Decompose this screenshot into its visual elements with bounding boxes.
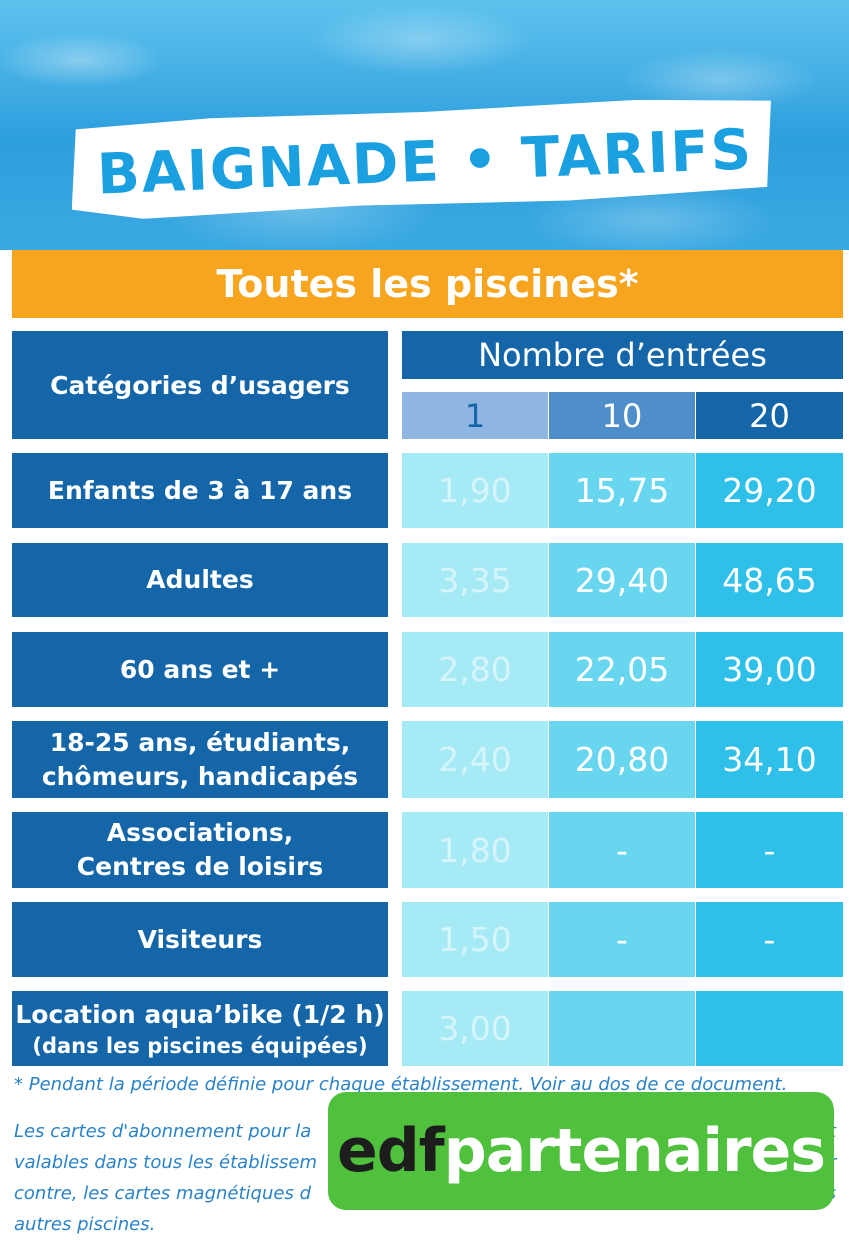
- price-cell: 2,40: [402, 721, 548, 798]
- row-label-line: 18-25 ans, étudiants,: [49, 727, 351, 757]
- subscription-paragraph: Les cartes d'abonnement pour la t valabl…: [14, 1116, 836, 1240]
- column-header-20: 20: [696, 392, 843, 439]
- price-cell: 2,80: [402, 632, 548, 707]
- row-label-line: Adultes: [146, 565, 254, 594]
- column-header-1: 1: [402, 392, 548, 439]
- price-cell: 20,80: [549, 721, 695, 798]
- paragraph-text: contre, les cartes magnétiques d: [14, 1183, 311, 1204]
- row-label-line: 60 ans et +: [119, 654, 281, 684]
- row-label-adultes: Adultes: [12, 543, 388, 617]
- footnote: * Pendant la période définie pour chaque…: [14, 1074, 788, 1095]
- row-label-aquabike: Location aqua’bike (1/2 h) (dans les pis…: [12, 991, 388, 1066]
- price-cell: 29,40: [549, 543, 695, 617]
- price-cell: 39,00: [696, 632, 843, 707]
- paragraph-text: Les cartes d'abonnement pour la: [14, 1121, 312, 1142]
- price-cell: -: [549, 812, 695, 888]
- column-header-10: 10: [549, 392, 695, 439]
- price-cell: 1,90: [402, 453, 548, 528]
- price-cell: -: [549, 902, 695, 977]
- price-cell: 3,00: [402, 991, 548, 1066]
- row-label-60-ans: 60 ans et +: [12, 632, 388, 707]
- row-label-line: Associations,: [106, 818, 294, 847]
- row-label-18-25: 18-25 ans, étudiants, chômeurs, handicap…: [12, 721, 388, 798]
- paragraph-line: autres piscines.: [14, 1209, 836, 1240]
- category-header: Catégories d’usagers: [12, 331, 388, 439]
- row-label-visiteurs: Visiteurs: [12, 902, 388, 977]
- subtitle-bar: Toutes les piscines*: [12, 250, 843, 318]
- price-cell: 34,10: [696, 721, 843, 798]
- paragraph-text: autres piscines.: [14, 1214, 156, 1235]
- price-cell: -: [696, 812, 843, 888]
- price-cell: -: [696, 902, 843, 977]
- entries-header: Nombre d’entrées: [402, 331, 843, 379]
- price-cell: 1,80: [402, 812, 548, 888]
- row-label-note: (dans les piscines équipées): [32, 1033, 368, 1058]
- row-label-associations: Associations, Centres de loisirs: [12, 812, 388, 888]
- price-cell: 15,75: [549, 453, 695, 528]
- price-cell: 29,20: [696, 453, 843, 528]
- paragraph-text: valables dans tous les établissem: [14, 1152, 317, 1173]
- partenaires-text: partenaires: [443, 1116, 826, 1186]
- row-label-line: Location aqua’bike (1/2 h): [15, 999, 385, 1029]
- row-label-line: chômeurs, handicapés: [41, 761, 359, 791]
- price-cell: [696, 991, 843, 1066]
- row-label-line: Centres de loisirs: [76, 852, 324, 881]
- row-label-line: Enfants de 3 à 17 ans: [47, 475, 353, 505]
- price-cell: 1,50: [402, 902, 548, 977]
- edf-logo-text: edf: [337, 1116, 445, 1186]
- price-cell: 3,35: [402, 543, 548, 617]
- price-cell: 48,65: [696, 543, 843, 617]
- edf-partenaires-badge[interactable]: edf partenaires: [328, 1092, 834, 1210]
- row-label-line: Visiteurs: [137, 924, 263, 954]
- price-cell: 22,05: [549, 632, 695, 707]
- price-cell: [549, 991, 695, 1066]
- row-label-enfants: Enfants de 3 à 17 ans: [12, 453, 388, 528]
